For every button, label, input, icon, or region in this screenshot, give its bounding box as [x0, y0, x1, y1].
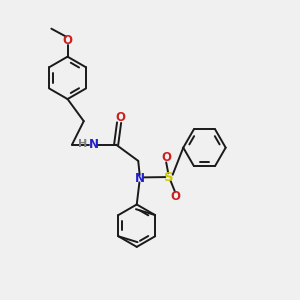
- Text: S: S: [164, 171, 174, 184]
- Text: N: N: [135, 172, 145, 185]
- Text: O: O: [63, 34, 73, 47]
- Text: O: O: [170, 190, 180, 203]
- Text: O: O: [116, 111, 126, 124]
- Text: H: H: [78, 139, 87, 149]
- Text: N: N: [89, 138, 99, 151]
- Text: O: O: [161, 152, 171, 164]
